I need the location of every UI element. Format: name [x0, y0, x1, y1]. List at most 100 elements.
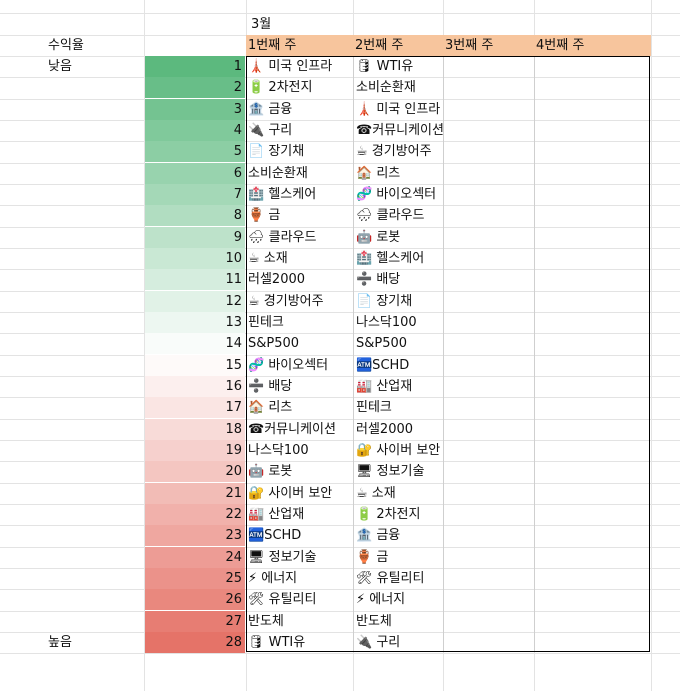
high-label[interactable]: 높음: [48, 635, 72, 650]
rank-cell[interactable]: 10: [145, 247, 245, 269]
rank-cell[interactable]: 15: [145, 354, 245, 376]
rank-cell[interactable]: 2: [145, 77, 245, 99]
week1-cell[interactable]: 🏥 헬스케어: [248, 186, 317, 202]
low-label[interactable]: 낮음: [48, 59, 72, 74]
week2-cell[interactable]: S&P500: [356, 336, 408, 352]
week2-cell[interactable]: 🔋 2차전지: [356, 506, 421, 522]
week2-cell[interactable]: 🗼 미국 인프라: [356, 101, 441, 117]
week2-cell[interactable]: 나스닥100: [356, 314, 417, 330]
week1-cell[interactable]: ☕ 경기방어주: [248, 293, 324, 309]
week1-cell[interactable]: 🖥 정보기술: [248, 549, 317, 565]
rank-cell[interactable]: 9: [145, 226, 245, 248]
week1-cell[interactable]: 🗼 미국 인프라: [248, 59, 333, 74]
week2-cell[interactable]: 🏺 금: [356, 549, 389, 565]
week2-cell[interactable]: 🏥 헬스케어: [356, 250, 425, 266]
week1-cell[interactable]: 📄 장기채: [248, 144, 305, 160]
week2-cell[interactable]: 🏧SCHD: [356, 357, 410, 373]
week2-cell[interactable]: 핀테크: [356, 400, 392, 416]
rank-cell[interactable]: 1: [145, 56, 245, 77]
week1-cell[interactable]: 🏺 금: [248, 208, 281, 224]
week1-cell[interactable]: S&P500: [248, 336, 300, 352]
gridline: [0, 227, 680, 228]
week2-cell[interactable]: ☕ 경기방어주: [356, 144, 432, 160]
rank-cell[interactable]: 17: [145, 397, 245, 419]
yield-label[interactable]: 수익율: [48, 38, 84, 53]
rank-cell[interactable]: 23: [145, 525, 245, 547]
week1-cell[interactable]: ☎커뮤니케이션: [248, 421, 336, 437]
week2-cell[interactable]: 🏭 산업재: [356, 378, 413, 394]
rank-cell[interactable]: 19: [145, 439, 245, 461]
week1-cell[interactable]: 러셀2000: [248, 272, 306, 288]
week-header-1[interactable]: 1번째 주: [246, 35, 353, 56]
week1-cell[interactable]: 🧬 바이오섹터: [248, 357, 329, 373]
rank-cell[interactable]: 14: [145, 333, 245, 355]
rank-cell[interactable]: 24: [145, 546, 245, 568]
week1-cell[interactable]: 🔋 2차전지: [248, 80, 313, 96]
week1-cell[interactable]: 소비순환재: [248, 165, 308, 181]
week2-cell[interactable]: 🛢 WTI유: [356, 59, 414, 74]
week1-cell[interactable]: 🏭 산업재: [248, 506, 305, 522]
rank-cell[interactable]: 25: [145, 567, 245, 589]
gridline: [0, 461, 680, 462]
week2-cell[interactable]: 소비순환재: [356, 80, 416, 96]
gridline: [0, 589, 680, 590]
rank-cell[interactable]: 12: [145, 290, 245, 312]
week1-cell[interactable]: 🛠 유틸리티: [248, 592, 317, 608]
week1-cell[interactable]: ☕ 소재: [248, 250, 288, 266]
week2-cell[interactable]: ➗ 배당: [356, 272, 401, 288]
gridline: [0, 376, 680, 377]
week1-cell[interactable]: 🏧SCHD: [248, 528, 302, 544]
week-header-3[interactable]: 3번째 주: [443, 35, 534, 56]
rank-cell[interactable]: 21: [145, 482, 245, 504]
week2-cell[interactable]: 📄 장기채: [356, 293, 413, 309]
week2-cell[interactable]: 러셀2000: [356, 421, 414, 437]
week2-cell[interactable]: 🖥 정보기술: [356, 464, 425, 480]
rank-cell[interactable]: 27: [145, 610, 245, 632]
rank-cell[interactable]: 8: [145, 205, 245, 227]
rank-cell[interactable]: 5: [145, 141, 245, 163]
week2-cell[interactable]: 🧬 바이오섹터: [356, 186, 437, 202]
rank-cell[interactable]: 22: [145, 503, 245, 525]
rank-cell[interactable]: 28: [145, 631, 245, 653]
week1-cell[interactable]: 🔐 사이버 보안: [248, 485, 333, 501]
month-label[interactable]: 3월: [251, 17, 272, 32]
week1-cell[interactable]: 반도체: [248, 613, 284, 629]
column-divider: [534, 56, 535, 652]
week1-cell[interactable]: ⚡ 에너지: [248, 570, 298, 586]
rank-cell[interactable]: 13: [145, 311, 245, 333]
week2-cell[interactable]: ☎커뮤니케이션: [356, 122, 444, 138]
rank-cell[interactable]: 7: [145, 183, 245, 205]
week2-cell[interactable]: 🏠 리츠: [356, 165, 401, 181]
rank-cell[interactable]: 4: [145, 119, 245, 141]
week2-cell[interactable]: 🏦 금융: [356, 528, 401, 544]
week1-cell[interactable]: 🔌 구리: [248, 122, 293, 138]
week2-cell[interactable]: ⚡ 에너지: [356, 592, 406, 608]
week2-cell[interactable]: 🔌 구리: [356, 634, 401, 650]
week1-cell[interactable]: 🏠 리츠: [248, 400, 293, 416]
week2-cell[interactable]: 🛠 유틸리티: [356, 570, 425, 586]
week-header-2[interactable]: 2번째 주: [353, 35, 443, 56]
week2-cell[interactable]: ☕ 소재: [356, 485, 396, 501]
rank-cell[interactable]: 20: [145, 461, 245, 483]
week2-cell[interactable]: 반도체: [356, 613, 392, 629]
gridline: [0, 248, 680, 249]
rank-cell[interactable]: 26: [145, 589, 245, 611]
week1-cell[interactable]: 🤖 로봇: [248, 464, 293, 480]
rank-cell[interactable]: 6: [145, 162, 245, 184]
week1-cell[interactable]: ➗ 배당: [248, 378, 293, 394]
week2-cell[interactable]: 🤖 로봇: [356, 229, 401, 245]
column-divider: [443, 56, 444, 652]
week1-cell[interactable]: 나스닥100: [248, 442, 309, 458]
rank-cell[interactable]: 16: [145, 375, 245, 397]
week1-cell[interactable]: 🌧 클라우드: [248, 229, 317, 245]
rank-cell[interactable]: 18: [145, 418, 245, 440]
week1-cell[interactable]: 🛢 WTI유: [248, 634, 306, 650]
week-header-4[interactable]: 4번째 주: [534, 35, 651, 56]
week1-cell[interactable]: 🏦 금융: [248, 101, 293, 117]
week2-cell[interactable]: 🌧 클라우드: [356, 208, 425, 224]
week2-cell[interactable]: 🔐 사이버 보안: [356, 442, 441, 458]
rank-cell[interactable]: 3: [145, 98, 245, 120]
rank-cell[interactable]: 11: [145, 269, 245, 291]
week1-cell[interactable]: 핀테크: [248, 314, 284, 330]
